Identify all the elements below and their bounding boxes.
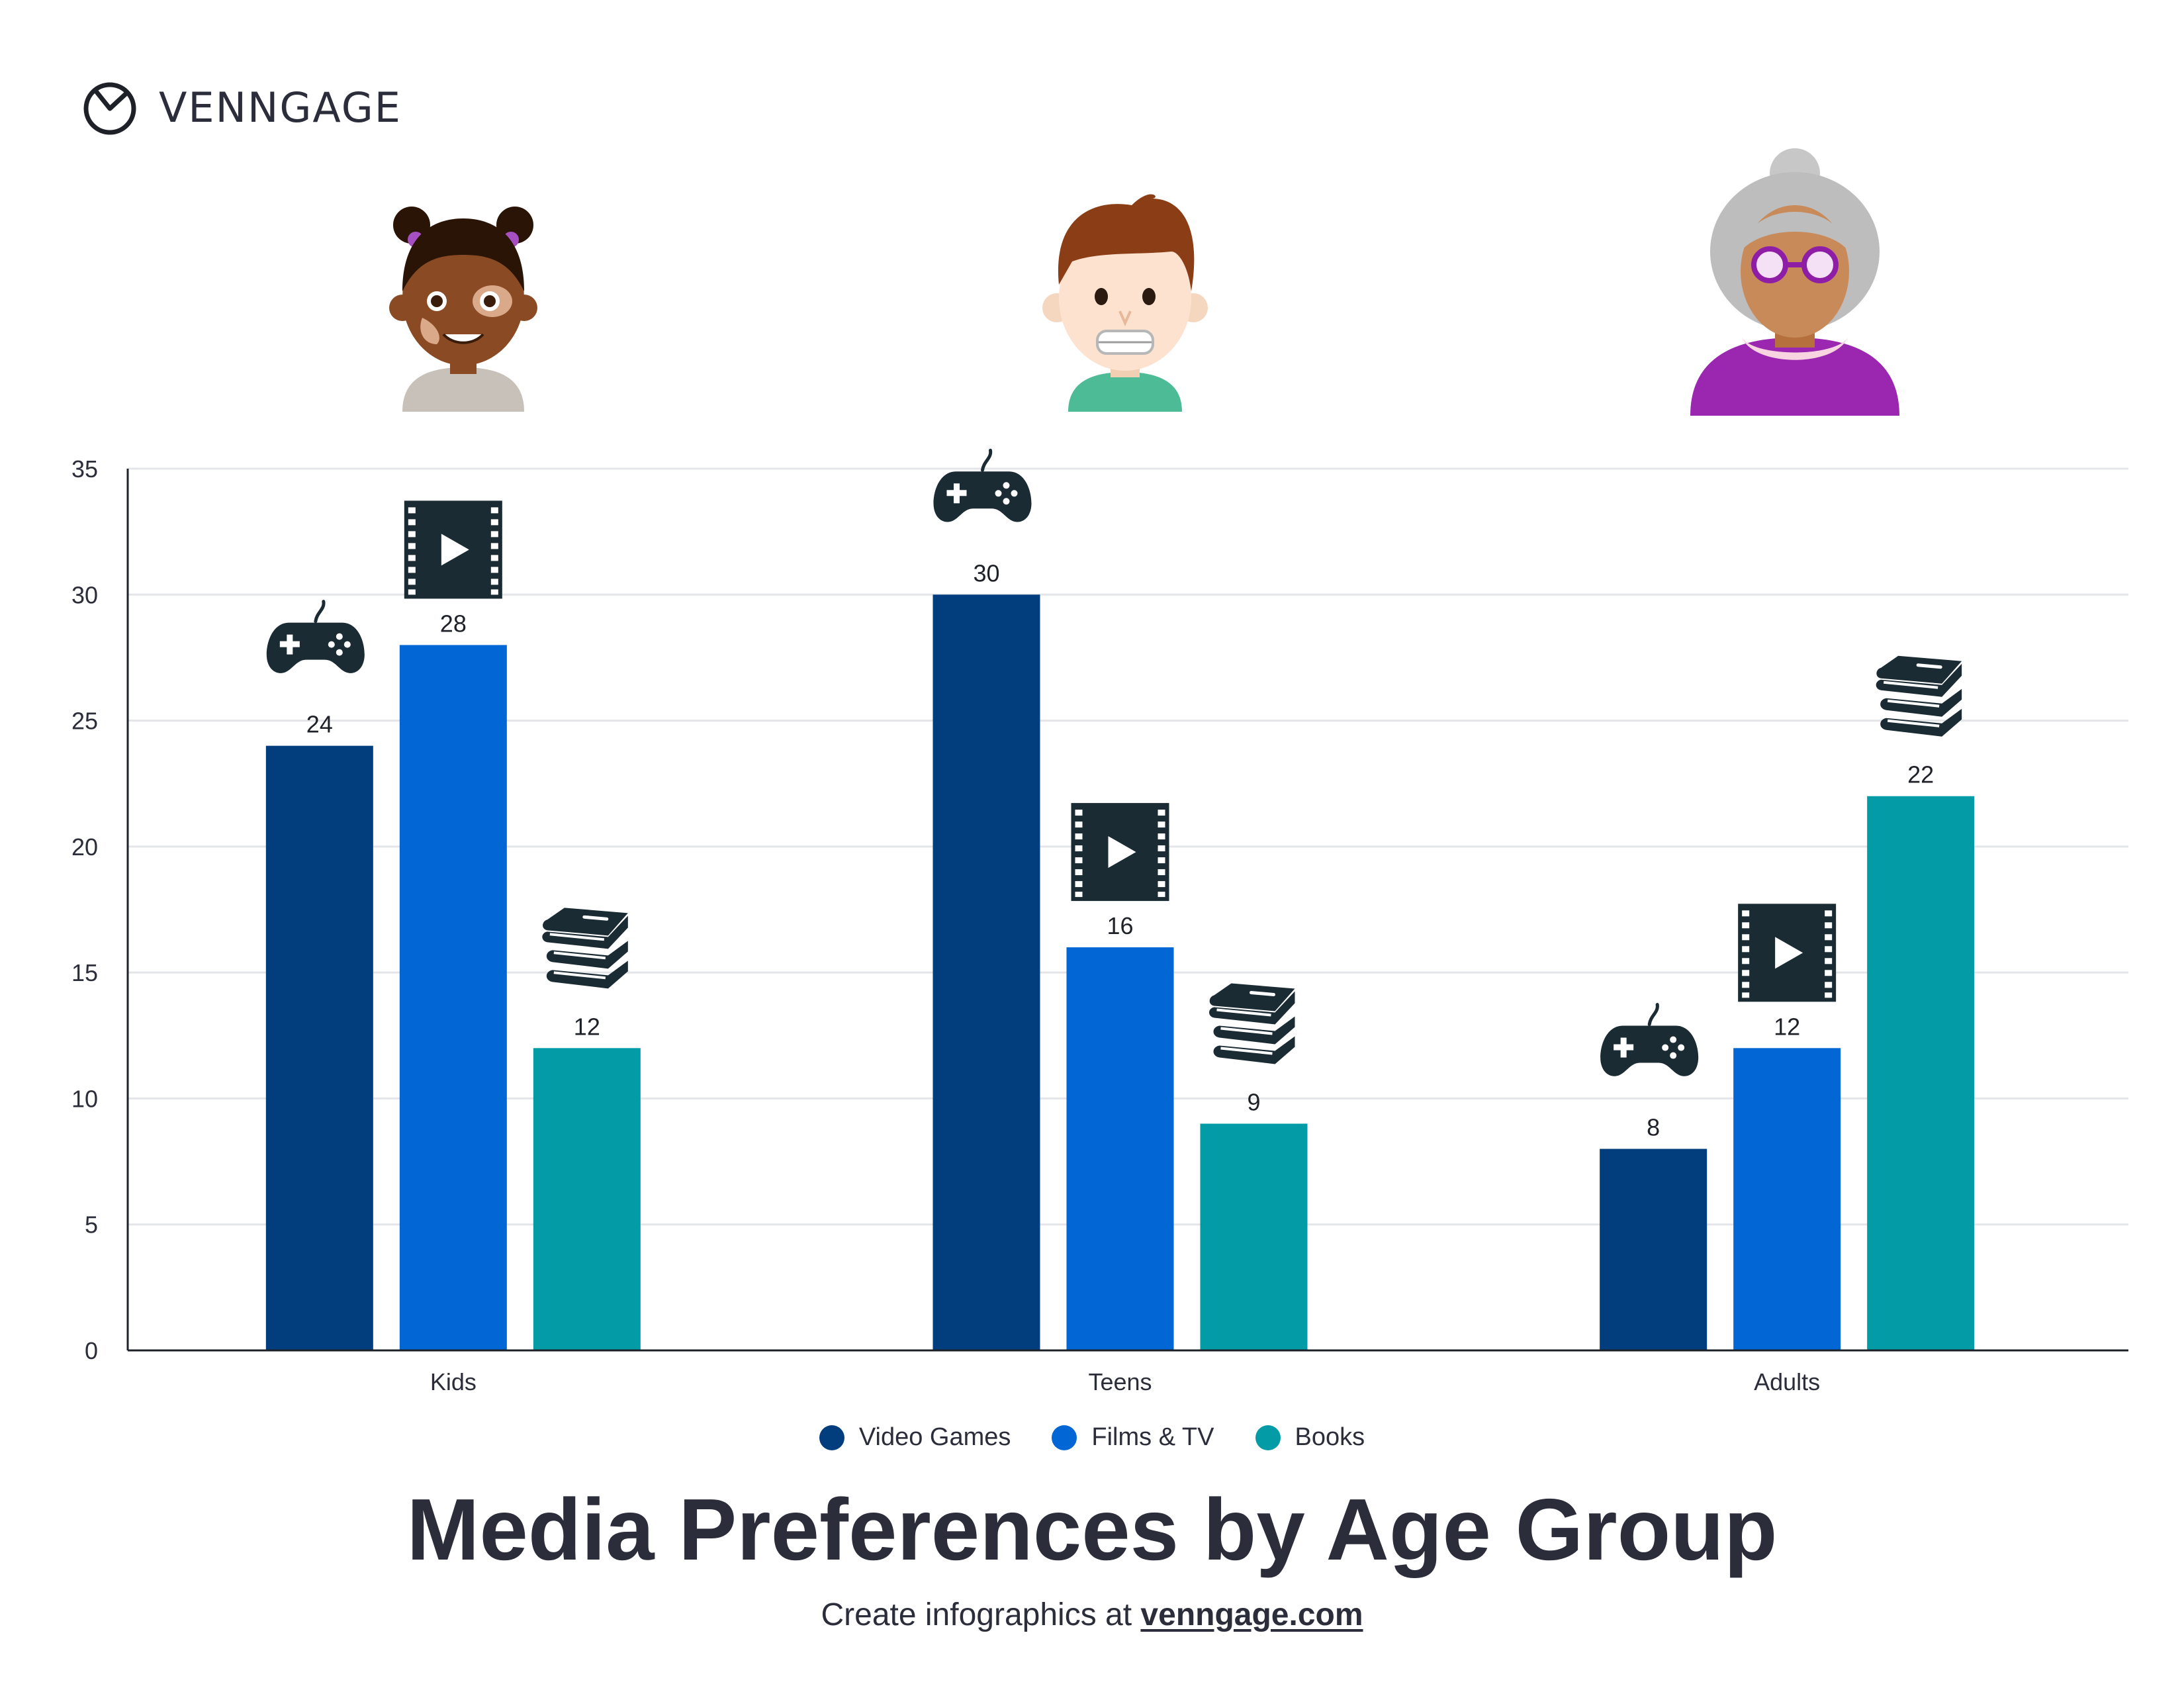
chart-title: Media Preferences by Age Group: [406, 1481, 1778, 1578]
y-tick-label: 5: [85, 1211, 98, 1239]
bar-films-tv-kids: [399, 645, 507, 1350]
legend-item-films-tv: Films & TV: [1052, 1423, 1214, 1452]
footer-credit: Create infographics at venngage.com: [0, 1597, 2184, 1633]
data-label: 28: [440, 610, 467, 637]
footer-link[interactable]: venngage.com: [1140, 1597, 1363, 1632]
y-tick-label: 0: [85, 1337, 98, 1364]
bar-video-games-teens: [933, 594, 1040, 1351]
gamepad-icon: [934, 450, 1032, 522]
bar-books-kids: [533, 1048, 641, 1350]
y-tick-label: 30: [71, 581, 98, 608]
data-label: 12: [1774, 1013, 1800, 1040]
legend-dot-films-tv: [1052, 1425, 1077, 1450]
film-icon: [404, 500, 502, 599]
bar-books-adults: [1867, 796, 1975, 1350]
footer-prefix: Create infographics at: [821, 1597, 1141, 1632]
data-label: 16: [1107, 912, 1133, 939]
legend-label-video-games: Video Games: [858, 1423, 1011, 1451]
legend-dot-books: [1255, 1425, 1281, 1450]
clock-logo-icon: [83, 82, 136, 135]
data-label: 30: [973, 559, 999, 586]
books-icon: [1209, 983, 1295, 1064]
x-tick-label: Kids: [430, 1368, 477, 1395]
grandma-avatar-icon: [1690, 148, 1899, 416]
y-tick-label: 10: [71, 1085, 98, 1112]
kid-girl-avatar-icon: [389, 207, 537, 412]
y-tick-label: 25: [71, 708, 98, 735]
legend: Video Games Films & TV Books: [0, 1423, 2184, 1452]
bar-video-games-adults: [1600, 1149, 1707, 1350]
bar-video-games-kids: [265, 745, 373, 1350]
bar-books-teens: [1200, 1123, 1308, 1350]
brand-name: VENNGAGE: [159, 83, 402, 132]
data-label: 8: [1647, 1114, 1660, 1141]
film-icon: [1071, 803, 1169, 902]
teen-boy-avatar-icon: [1042, 194, 1208, 412]
legend-item-books: Books: [1255, 1423, 1365, 1452]
gamepad-icon: [1600, 1005, 1698, 1076]
books-icon: [1876, 656, 1962, 737]
bar-films-tv-adults: [1733, 1048, 1841, 1350]
data-label: 12: [574, 1013, 600, 1040]
data-label: 22: [1907, 761, 1934, 788]
legend-dot-video-games: [819, 1425, 844, 1450]
film-icon: [1738, 904, 1837, 1002]
venngage-logo: VENNGAGE: [81, 78, 402, 136]
legend-label-books: Books: [1295, 1423, 1365, 1451]
y-tick-label: 20: [71, 833, 98, 861]
books-icon: [542, 908, 628, 988]
x-tick-label: Adults: [1754, 1368, 1820, 1395]
gamepad-icon: [267, 602, 365, 673]
legend-label-films-tv: Films & TV: [1091, 1423, 1214, 1451]
data-label: 9: [1247, 1088, 1260, 1115]
y-tick-label: 15: [71, 959, 98, 986]
data-label: 24: [306, 711, 333, 738]
bar-films-tv-teens: [1066, 947, 1174, 1350]
y-tick-label: 35: [71, 455, 98, 483]
legend-item-video-games: Video Games: [819, 1423, 1011, 1452]
x-tick-label: Teens: [1088, 1368, 1152, 1395]
